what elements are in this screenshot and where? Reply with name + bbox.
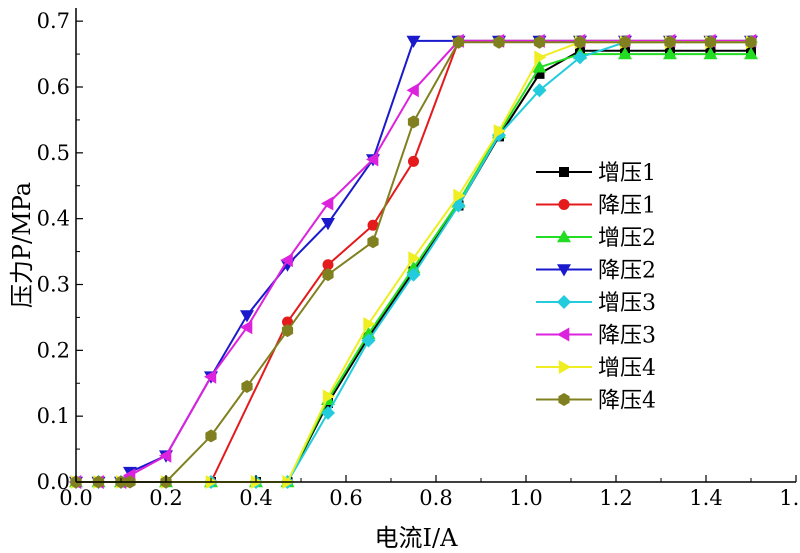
legend-marker <box>558 199 570 210</box>
series-5-point <box>321 405 335 420</box>
legend-item-6: 降压3 <box>536 324 656 349</box>
legend-marker <box>557 295 571 309</box>
series-4-point <box>321 218 335 231</box>
series-6-point <box>321 196 334 211</box>
axis-layer: 0.0 0.2 0.4 0.6 0.8 1.0 1.2 1.4 1.6 0.0 0.1 0.2 0.3 0… <box>37 8 800 510</box>
series-8 <box>70 35 757 489</box>
y-tick-label: 0.3 <box>37 273 70 297</box>
series-8-point <box>664 35 676 49</box>
x-tick-label: 0.6 <box>329 486 362 510</box>
legend-marker <box>557 327 570 342</box>
series-6-point <box>366 152 379 167</box>
series-3-point <box>663 47 677 60</box>
series-7-point <box>493 124 506 139</box>
series-4-point <box>240 310 254 323</box>
series-8-point <box>533 35 546 49</box>
legend-label: 降压2 <box>598 259 656 284</box>
series-5-point <box>406 267 421 282</box>
legend-label: 降压4 <box>598 389 656 414</box>
series-6-point <box>280 253 293 268</box>
legend-item-7: 增压4 <box>536 356 656 381</box>
legend-marker <box>557 264 571 277</box>
legend-item-1: 增压1 <box>536 161 656 186</box>
legend: 增压1 降压1 增压2 降压2 增压3 降压3 增压4 降压4 <box>536 161 656 414</box>
legend-label: 增压3 <box>598 291 656 316</box>
legend-label: 增压1 <box>598 161 656 186</box>
legend-label: 增压4 <box>598 356 656 381</box>
series-4-point <box>406 35 421 48</box>
y-tick-label: 0.2 <box>37 338 70 362</box>
x-tick-label: 1.6 <box>779 486 800 510</box>
series-6-point <box>159 448 172 463</box>
series-8-point <box>619 35 631 49</box>
series-8-point <box>205 429 217 443</box>
y-tick-label: 0.0 <box>37 470 70 494</box>
legend-marker <box>557 230 571 243</box>
series-8-point <box>574 35 586 49</box>
series-7-point <box>363 317 376 331</box>
series-2-point <box>322 259 334 271</box>
legend-label: 降压3 <box>598 324 656 349</box>
series-2-point <box>282 316 293 328</box>
series-7-point <box>534 50 547 65</box>
series-6-point <box>240 320 253 335</box>
series-8-point <box>745 35 757 49</box>
series-7-point <box>408 251 421 266</box>
series-7-point <box>453 188 466 203</box>
legend-item-4: 降压2 <box>536 259 656 284</box>
series-6-point <box>406 83 419 98</box>
legend-label: 增压2 <box>598 226 656 251</box>
series-8-point <box>367 235 379 249</box>
y-tick-label: 0.7 <box>37 9 70 33</box>
legend-item-8: 降压4 <box>536 389 656 414</box>
x-tick-label: 1.4 <box>689 486 722 510</box>
series-5-point <box>532 83 547 98</box>
series-8-point <box>322 268 334 282</box>
legend-marker <box>558 360 571 374</box>
legend-item-5: 增压3 <box>536 291 656 316</box>
y-tick-label: 0.4 <box>37 207 70 231</box>
x-axis-title: 电流I/A <box>375 524 459 552</box>
legend-marker <box>558 393 570 406</box>
y-tick-label: 0.1 <box>37 404 70 428</box>
y-tick-label: 0.5 <box>37 141 70 165</box>
x-tick-label: 1.0 <box>509 486 542 510</box>
series-3-point <box>744 47 758 60</box>
series-1-point <box>534 68 545 79</box>
series-8-point <box>452 35 465 49</box>
x-tick-label: 1.2 <box>599 486 632 510</box>
series-7-point <box>322 389 335 404</box>
x-tick-label: 0.8 <box>419 486 452 510</box>
x-tick-label: 0.2 <box>149 486 182 510</box>
legend-label: 降压1 <box>598 194 656 219</box>
x-tick-label: 0.0 <box>59 486 92 510</box>
series-2-point <box>408 155 419 167</box>
series-5-point <box>573 50 587 65</box>
series-8-point <box>407 115 420 129</box>
x-tick-label: 0.4 <box>239 486 272 510</box>
legend-marker <box>559 167 569 177</box>
series-6-point <box>204 369 217 384</box>
series-3-point <box>703 47 718 60</box>
y-axis-title: 压力P/MPa <box>8 182 36 308</box>
series-8-point <box>493 35 505 49</box>
y-tick-label: 0.6 <box>37 75 70 99</box>
series-8-point <box>704 35 717 49</box>
series-8-point <box>281 324 294 338</box>
series-8-point <box>241 380 253 393</box>
series-3-point <box>532 60 547 73</box>
series-layer <box>69 33 758 489</box>
legend-item-2: 降压1 <box>536 194 656 219</box>
series-3-point <box>618 47 632 60</box>
legend-item-3: 增压2 <box>536 226 656 251</box>
series-5-point <box>361 333 376 348</box>
series-2-point <box>367 219 379 231</box>
